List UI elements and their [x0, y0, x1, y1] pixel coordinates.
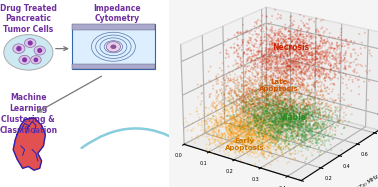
Bar [72, 24, 155, 69]
Circle shape [22, 57, 27, 62]
Y-axis label: δZ₃₀ MHz: δZ₃₀ MHz [356, 174, 378, 187]
Ellipse shape [4, 35, 53, 70]
Ellipse shape [31, 56, 41, 64]
Text: Machine
Learning
Clustering &
Classification: Machine Learning Clustering & Classifica… [0, 94, 57, 135]
Polygon shape [13, 118, 45, 170]
Circle shape [37, 48, 42, 53]
Bar [72, 64, 155, 69]
Ellipse shape [13, 44, 25, 53]
Ellipse shape [110, 45, 116, 49]
Circle shape [16, 46, 22, 51]
Ellipse shape [34, 46, 45, 55]
Text: Drug Treated
Pancreatic
Tumor Cells: Drug Treated Pancreatic Tumor Cells [0, 4, 57, 34]
Circle shape [28, 41, 33, 45]
Ellipse shape [25, 39, 36, 47]
Text: Impedance
Cytometry: Impedance Cytometry [93, 4, 141, 24]
Circle shape [34, 57, 38, 62]
Ellipse shape [106, 42, 121, 52]
Ellipse shape [19, 55, 30, 64]
Bar [72, 24, 155, 30]
